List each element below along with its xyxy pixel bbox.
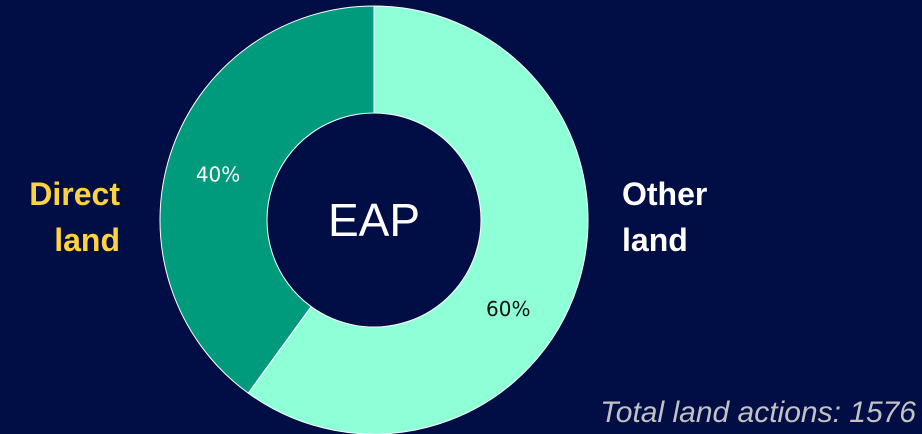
category-label-direct-line-1: Direct xyxy=(29,176,120,212)
category-label-other-line-2: land xyxy=(622,222,688,258)
donut-center-label: EAP xyxy=(327,194,421,246)
category-label-other-land: Other land xyxy=(622,171,707,263)
slice-value-labels: 60% 40% xyxy=(196,163,531,322)
slice-other-land xyxy=(247,5,589,434)
slice-value-label-other-land: 60% xyxy=(486,297,530,321)
category-label-other-line-1: Other xyxy=(622,176,708,212)
total-land-actions-note: Total land actions: 1576 xyxy=(600,396,916,429)
category-label-direct-land: Direct land xyxy=(29,171,120,263)
donut-slices xyxy=(159,5,589,434)
slice-value-label-direct-land: 40% xyxy=(196,163,240,187)
category-label-direct-line-2: land xyxy=(54,222,120,258)
slice-direct-land xyxy=(159,5,375,394)
